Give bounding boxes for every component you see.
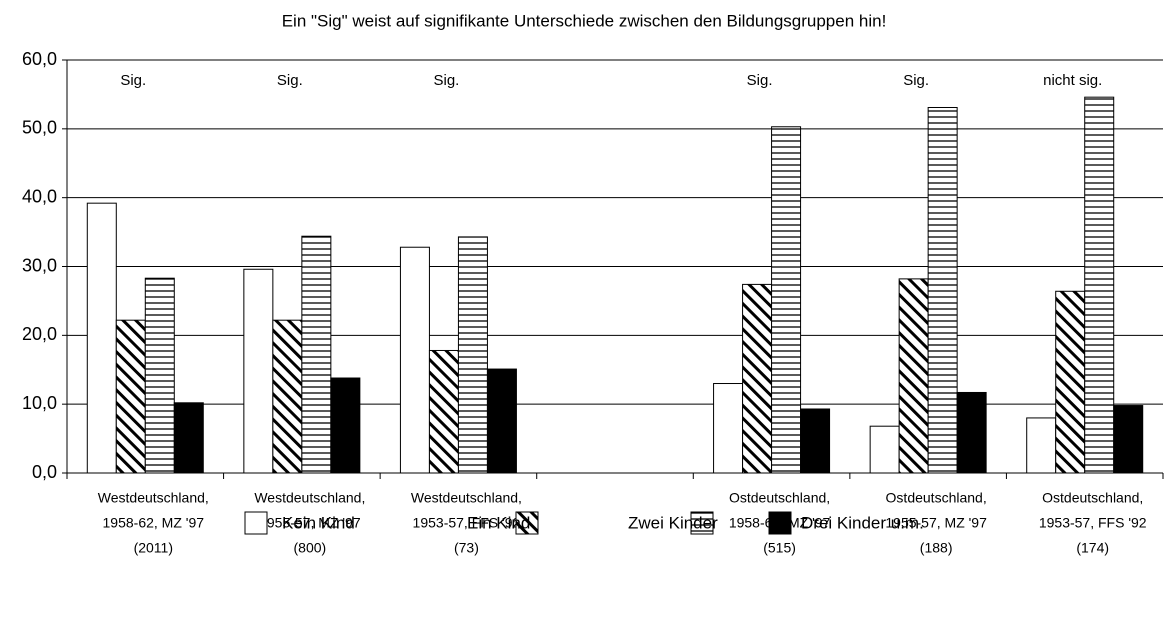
annotation: Sig. bbox=[747, 72, 773, 89]
y-tick-label: 50,0 bbox=[22, 118, 57, 138]
x-tick-label: (174) bbox=[1076, 540, 1109, 556]
y-tick-label: 0,0 bbox=[32, 462, 57, 482]
x-tick-label: 1953-57, FFS '92 bbox=[413, 515, 521, 531]
legend-swatch bbox=[244, 511, 268, 535]
x-tick-label: 1955-57, MZ '97 bbox=[259, 515, 361, 531]
legend-swatch bbox=[768, 511, 792, 535]
legend-swatch bbox=[515, 511, 539, 535]
annotation: nicht sig. bbox=[1043, 72, 1102, 89]
x-tick-label: (515) bbox=[763, 540, 796, 556]
bar bbox=[272, 319, 303, 474]
bar bbox=[869, 425, 900, 474]
y-tick-label: 40,0 bbox=[22, 186, 57, 206]
annotation: Sig. bbox=[903, 72, 929, 89]
bar bbox=[173, 402, 204, 474]
bar bbox=[457, 236, 488, 474]
bar bbox=[956, 391, 987, 474]
x-tick-label: 1955-57, MZ '97 bbox=[885, 515, 987, 531]
bar bbox=[428, 349, 459, 474]
x-tick-label: (188) bbox=[920, 540, 953, 556]
legend-label: Kein Kind bbox=[282, 513, 355, 532]
bar bbox=[144, 277, 175, 474]
annotation: Sig. bbox=[120, 72, 146, 89]
bar bbox=[486, 368, 517, 474]
x-tick-label: Ostdeutschland, bbox=[1042, 490, 1143, 506]
x-tick-label: Westdeutschland, bbox=[98, 490, 209, 506]
bar bbox=[115, 319, 146, 474]
y-tick-label: 30,0 bbox=[22, 255, 57, 275]
x-tick-label: 1958-62, MZ '97 bbox=[103, 515, 205, 531]
bar bbox=[713, 383, 744, 474]
x-tick-label: Ostdeutschland, bbox=[729, 490, 830, 506]
x-tick-label: Westdeutschland, bbox=[254, 490, 365, 506]
legend-label: Ein Kind bbox=[467, 513, 530, 532]
y-tick-label: 10,0 bbox=[22, 393, 57, 413]
x-tick-label: Westdeutschland, bbox=[411, 490, 522, 506]
bar bbox=[1084, 96, 1115, 474]
bar bbox=[898, 278, 929, 474]
legend-label: Zwei Kinder bbox=[628, 513, 718, 532]
bar bbox=[330, 377, 361, 474]
bar bbox=[742, 283, 773, 474]
bar bbox=[1055, 290, 1086, 474]
bar bbox=[1113, 405, 1144, 474]
chart-title: Ein "Sig" weist auf signifikante Untersc… bbox=[282, 11, 887, 30]
x-tick-label: 1953-57, FFS '92 bbox=[1039, 515, 1147, 531]
x-tick-label: (800) bbox=[294, 540, 327, 556]
bar bbox=[1026, 417, 1057, 474]
y-tick-label: 60,0 bbox=[22, 49, 57, 69]
legend-label: Drei Kinder u.m. bbox=[801, 513, 924, 532]
bar bbox=[771, 126, 802, 474]
bar bbox=[243, 268, 274, 474]
bar bbox=[86, 202, 117, 474]
legend-swatch bbox=[690, 511, 714, 535]
bar bbox=[800, 408, 831, 474]
bar bbox=[927, 106, 958, 474]
y-tick-label: 20,0 bbox=[22, 324, 57, 344]
annotation: Sig. bbox=[277, 72, 303, 89]
bar bbox=[399, 246, 430, 474]
x-tick-label: (2011) bbox=[134, 540, 173, 556]
x-tick-label: Ostdeutschland, bbox=[886, 490, 987, 506]
annotation: Sig. bbox=[433, 72, 459, 89]
bar bbox=[301, 235, 332, 474]
x-tick-label: (73) bbox=[454, 540, 479, 556]
